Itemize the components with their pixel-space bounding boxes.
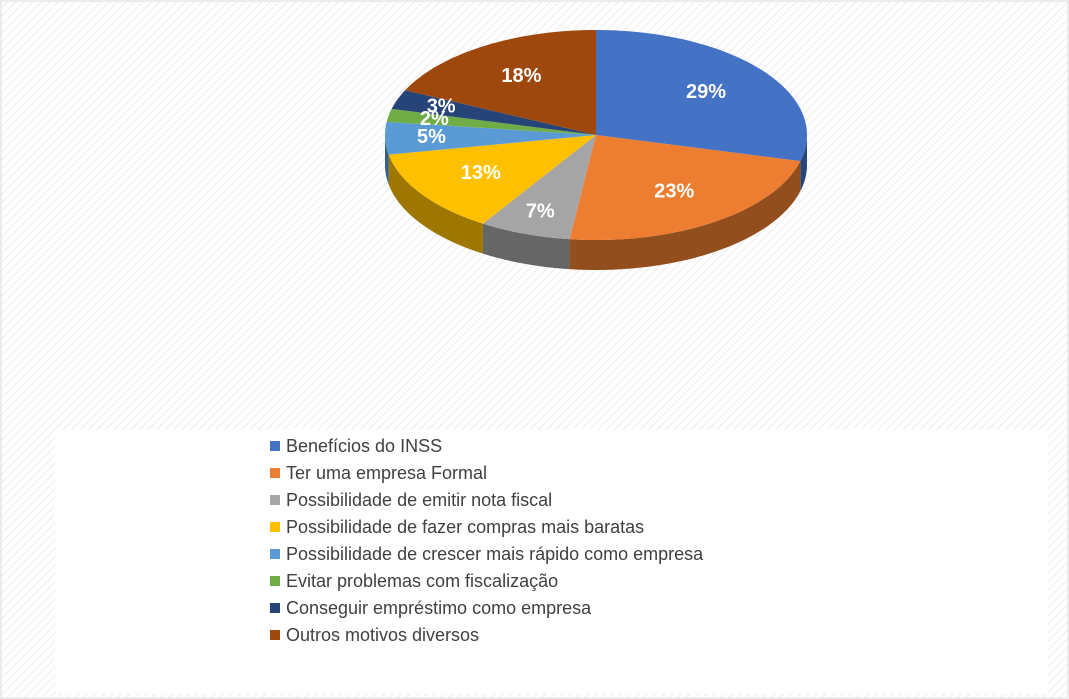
legend-swatch xyxy=(270,522,280,532)
slice-side xyxy=(482,223,570,270)
data-label: 23% xyxy=(654,181,694,203)
legend-swatch xyxy=(270,441,280,451)
legend-label: Conseguir empréstimo como empresa xyxy=(286,598,592,618)
data-label: 29% xyxy=(686,81,726,103)
slice-side xyxy=(385,135,389,185)
slice xyxy=(569,135,801,240)
legend-label: Possibilidade de crescer mais rápido com… xyxy=(286,544,704,564)
data-label: 13% xyxy=(461,162,501,184)
slice-side xyxy=(800,135,807,192)
data-label: 2% xyxy=(420,108,449,130)
slice xyxy=(596,30,807,162)
legend-label: Benefícios do INSS xyxy=(286,436,442,456)
legend-label: Outros motivos diversos xyxy=(286,625,479,645)
data-label: 7% xyxy=(526,200,555,222)
legend-swatch xyxy=(270,495,280,505)
legend-box xyxy=(55,430,1048,694)
slice xyxy=(386,108,596,135)
slice xyxy=(388,135,596,224)
data-label: 18% xyxy=(501,65,541,87)
legend-label: Possibilidade de emitir nota fiscal xyxy=(286,490,552,510)
slice xyxy=(405,30,596,135)
slice xyxy=(482,135,596,240)
slice-side xyxy=(569,161,801,270)
legend-swatch xyxy=(270,468,280,478)
slice-side xyxy=(388,154,483,254)
slice xyxy=(391,90,596,135)
data-label: 3% xyxy=(427,96,456,118)
legend-swatch xyxy=(270,603,280,613)
legend-swatch xyxy=(270,576,280,586)
legend-swatch xyxy=(270,549,280,559)
legend-label: Possibilidade de fazer compras mais bara… xyxy=(286,517,644,537)
legend-label: Evitar problemas com fiscalização xyxy=(286,571,558,591)
legend-swatch xyxy=(270,630,280,640)
legend-label: Ter uma empresa Formal xyxy=(286,463,487,483)
slice xyxy=(385,121,596,155)
data-label: 5% xyxy=(417,126,446,148)
